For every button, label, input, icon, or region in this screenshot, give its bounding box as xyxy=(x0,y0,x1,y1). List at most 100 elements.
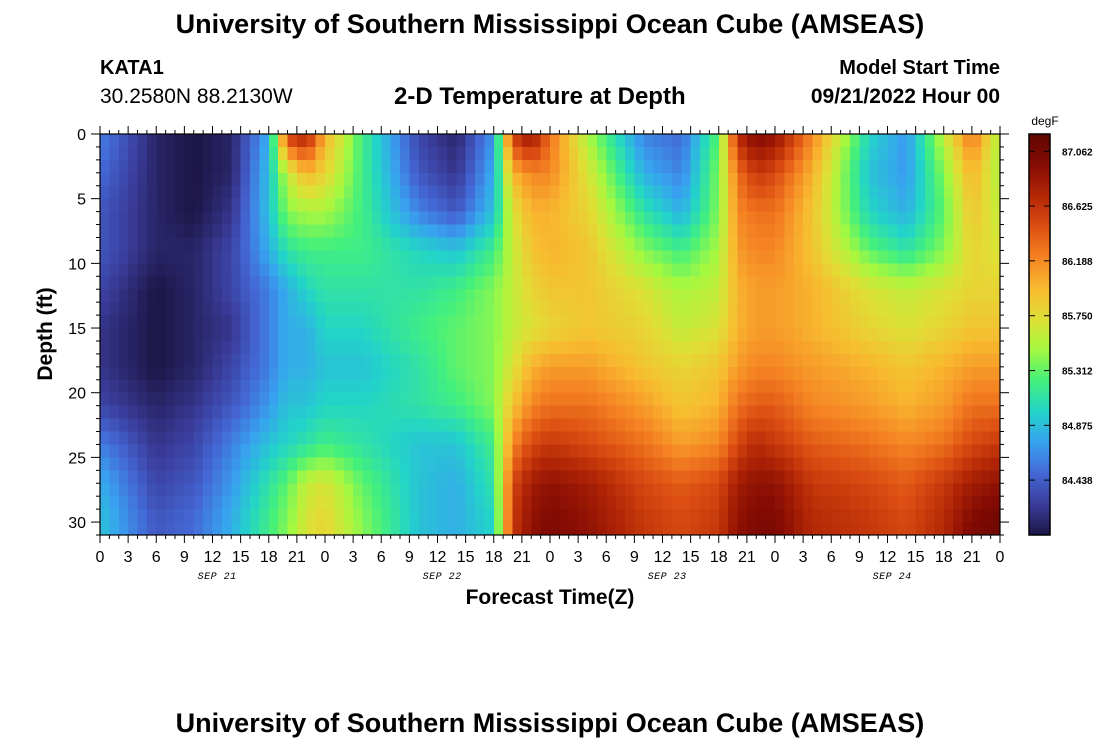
heatmap-cell xyxy=(850,379,860,394)
heatmap-cell xyxy=(278,315,288,329)
heatmap-cell xyxy=(756,211,767,225)
heatmap-cell xyxy=(746,522,757,536)
heatmap-cell xyxy=(915,134,926,148)
heatmap-cell xyxy=(915,159,926,174)
heatmap-cell xyxy=(718,224,729,238)
heatmap-cell xyxy=(943,405,954,419)
heatmap-cell xyxy=(278,483,288,497)
heatmap-cell xyxy=(690,172,701,187)
heatmap-cell xyxy=(165,379,176,394)
heatmap-cell xyxy=(259,470,270,484)
heatmap-cell xyxy=(118,289,129,303)
heatmap-cell xyxy=(409,496,420,510)
heatmap-cell xyxy=(709,392,720,407)
heatmap-cell xyxy=(400,340,410,355)
heatmap-cell xyxy=(878,509,888,523)
heatmap-cell xyxy=(212,353,223,368)
heatmap-cell xyxy=(671,315,682,329)
heatmap-cell xyxy=(896,405,907,419)
heatmap-cell xyxy=(437,172,448,187)
heatmap-cell xyxy=(371,444,382,458)
heatmap-cell xyxy=(362,198,373,213)
heatmap-cell xyxy=(568,418,579,432)
heatmap-cell xyxy=(109,418,120,432)
heatmap-cell xyxy=(296,263,307,277)
heatmap-cell xyxy=(540,418,551,432)
heatmap-cell xyxy=(146,392,157,407)
heatmap-cell xyxy=(906,159,917,174)
heatmap-cell xyxy=(896,522,907,536)
heatmap-cell xyxy=(625,522,635,536)
heatmap-cell xyxy=(193,185,204,200)
heatmap-cell xyxy=(475,366,485,381)
heatmap-cell xyxy=(915,496,926,510)
heatmap-cell xyxy=(606,340,617,355)
heatmap-cell xyxy=(250,315,260,329)
heatmap-cell xyxy=(278,172,288,187)
heatmap-cell xyxy=(175,366,185,381)
heatmap-cell xyxy=(868,366,879,381)
heatmap-cell xyxy=(418,457,429,471)
heatmap-cell xyxy=(746,315,757,329)
heatmap-cell xyxy=(446,185,457,200)
heatmap-cell xyxy=(859,392,870,407)
heatmap-cell xyxy=(700,250,710,264)
heatmap-cell xyxy=(278,379,288,394)
heatmap-cell xyxy=(793,276,804,290)
heatmap-cell xyxy=(962,379,973,394)
heatmap-cell xyxy=(671,483,682,497)
heatmap-cell xyxy=(812,224,823,238)
heatmap-cell xyxy=(409,224,420,238)
heatmap-cell xyxy=(109,315,120,329)
heatmap-cell xyxy=(540,379,551,394)
heatmap-cell xyxy=(681,340,692,355)
heatmap-cell xyxy=(156,457,167,471)
heatmap-cell xyxy=(906,418,917,432)
heatmap-cell xyxy=(578,483,588,497)
heatmap-cell xyxy=(259,431,270,445)
heatmap-cell xyxy=(390,289,401,303)
heatmap-cell xyxy=(493,340,504,355)
heatmap-cell xyxy=(362,328,373,342)
heatmap-cell xyxy=(503,159,513,174)
heatmap-cell xyxy=(193,198,204,213)
heatmap-cell xyxy=(596,237,607,251)
heatmap-cell xyxy=(146,444,157,458)
heatmap-cell xyxy=(381,353,392,368)
heatmap-cell xyxy=(278,276,288,290)
heatmap-cell xyxy=(231,418,242,432)
heatmap-cell xyxy=(587,353,598,368)
heatmap-cell xyxy=(315,289,326,303)
heatmap-cell xyxy=(559,483,570,497)
heatmap-cell xyxy=(775,496,785,510)
heatmap-cell xyxy=(803,509,813,523)
heatmap-cell xyxy=(184,366,195,381)
heatmap-cell xyxy=(915,211,926,225)
heatmap-cell xyxy=(615,509,626,523)
heatmap-cell xyxy=(390,276,401,290)
heatmap-cell xyxy=(578,276,588,290)
heatmap-cell xyxy=(653,276,663,290)
heatmap-cell xyxy=(371,315,382,329)
heatmap-cell xyxy=(371,353,382,368)
heatmap-cell xyxy=(615,328,626,342)
heatmap-cell xyxy=(446,315,457,329)
heatmap-cell xyxy=(643,289,654,303)
heatmap-cell xyxy=(165,224,176,238)
heatmap-cell xyxy=(493,211,504,225)
heatmap-cell xyxy=(203,172,213,187)
heatmap-cell xyxy=(334,276,345,290)
heatmap-cell xyxy=(578,470,588,484)
heatmap-cell xyxy=(990,379,1001,394)
heatmap-cell xyxy=(803,315,813,329)
heatmap-cell xyxy=(400,289,410,303)
heatmap-cell xyxy=(625,328,635,342)
heatmap-cell xyxy=(793,418,804,432)
heatmap-cell xyxy=(775,470,785,484)
heatmap-cell xyxy=(559,237,570,251)
heatmap-cell xyxy=(756,315,767,329)
heatmap-cell xyxy=(990,134,1001,148)
heatmap-cell xyxy=(681,237,692,251)
heatmap-cell xyxy=(221,185,232,200)
heatmap-cell xyxy=(578,315,588,329)
